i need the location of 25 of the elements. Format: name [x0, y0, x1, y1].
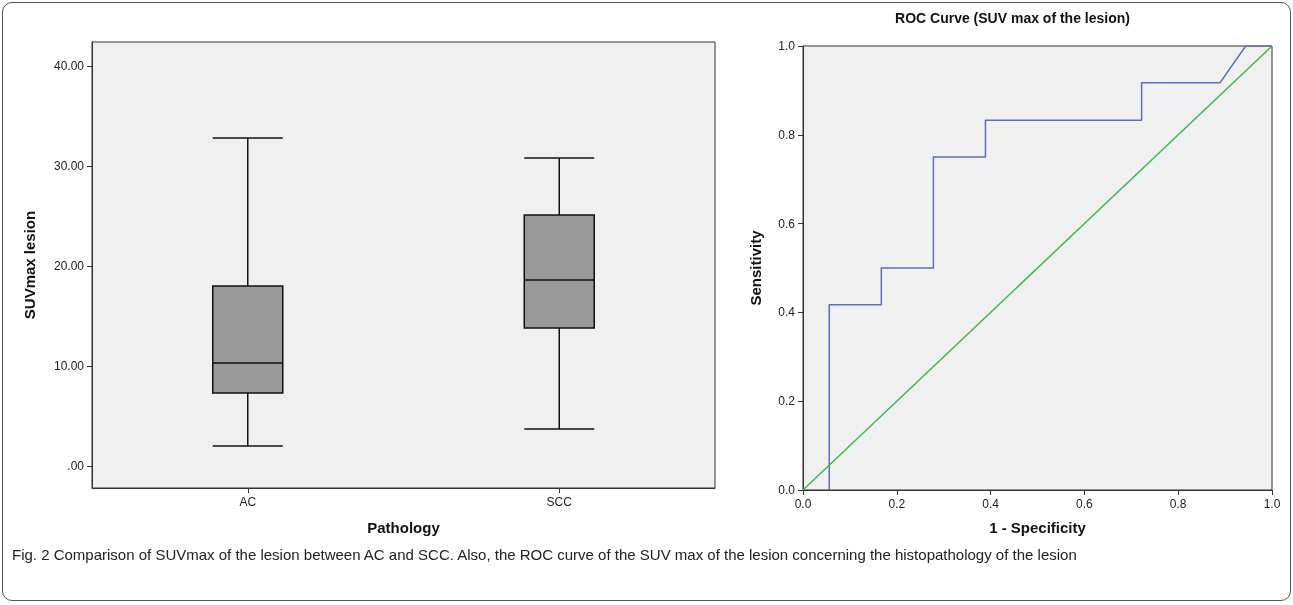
- x-axis-title: Pathology: [367, 519, 441, 536]
- y-tick-label: 10.00: [53, 359, 85, 373]
- y-axis-title: Sensitivity: [747, 229, 764, 306]
- y-tick-label: 0.0: [778, 483, 796, 497]
- x-tick-label: 0.6: [1076, 497, 1094, 511]
- x-tick-label: 0.8: [1169, 497, 1187, 511]
- y-tick-label: 1.0: [778, 39, 796, 53]
- x-tick-label: 1.0: [1263, 497, 1281, 511]
- y-tick-label: 0.4: [778, 305, 796, 320]
- y-tick-label: 20.00: [53, 259, 85, 273]
- y-tick-label: .00: [67, 459, 85, 473]
- x-axis-title: 1 - Specificity: [989, 519, 1087, 536]
- x-tick-label: 0.0: [794, 497, 812, 511]
- x-tick-label: 0.4: [982, 497, 1000, 511]
- caption: Fig. 2 Comparison of SUVmax of the lesion between AC and SCC. Also, the ROC curve of the SUV max of the lesion concerning the histopathology of the lesion: [12, 545, 1078, 565]
- y-tick-label: 30.00: [53, 159, 85, 173]
- chart-title: ROC Curve (SUV max of the lesion): [895, 10, 1130, 26]
- y-tick-label: 0.2: [778, 394, 796, 409]
- x-tick-label: AC: [239, 495, 257, 509]
- x-tick-label: 0.2: [888, 497, 906, 511]
- y-tick-label: 0.6: [778, 216, 796, 231]
- y-tick-label: 0.8: [778, 127, 796, 142]
- y-tick-label: 40.00: [53, 59, 85, 73]
- y-axis-title: SUVmax lesion: [21, 210, 38, 320]
- x-tick-label: SCC: [546, 495, 573, 509]
